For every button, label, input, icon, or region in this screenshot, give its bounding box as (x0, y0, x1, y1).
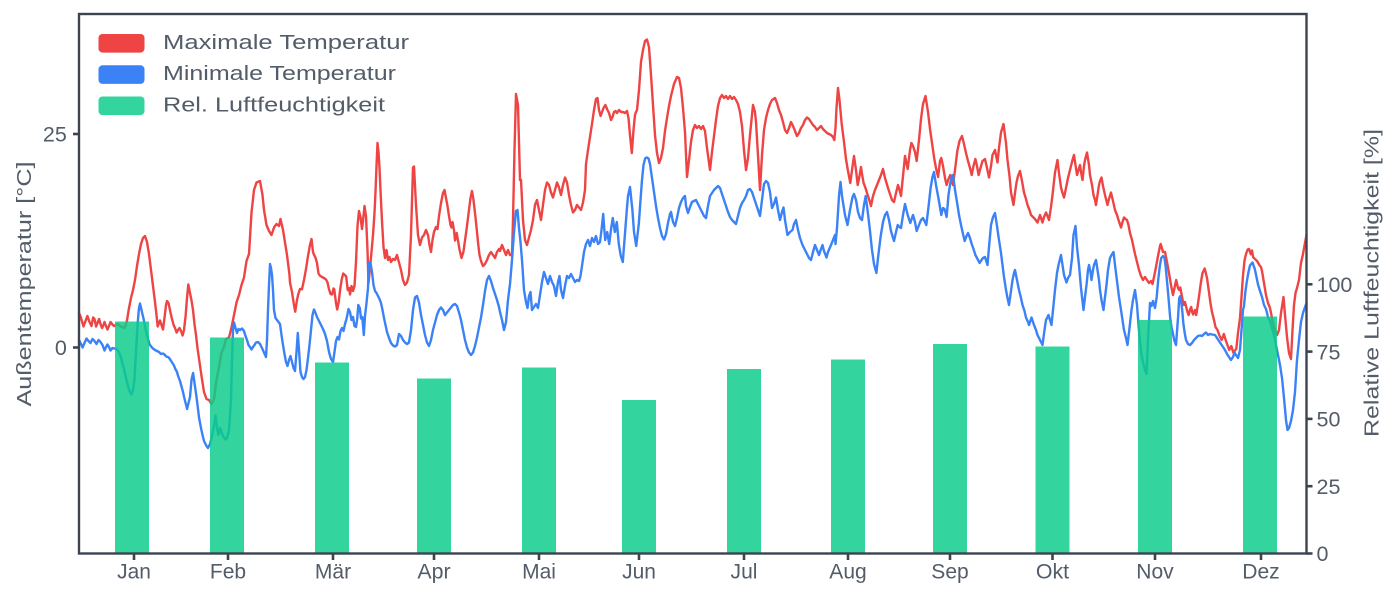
svg-text:Mai: Mai (522, 561, 556, 584)
svg-text:0: 0 (55, 336, 67, 360)
svg-text:75: 75 (1317, 340, 1341, 364)
svg-text:50: 50 (1317, 408, 1341, 432)
svg-text:Minimale Temperatur: Minimale Temperatur (163, 63, 396, 85)
svg-text:100: 100 (1317, 273, 1353, 297)
svg-text:25: 25 (1317, 475, 1341, 499)
svg-text:Maximale Temperatur: Maximale Temperatur (163, 32, 409, 54)
svg-text:Außentemperatur [°C]: Außentemperatur [°C] (14, 162, 36, 407)
svg-text:25: 25 (43, 123, 67, 147)
svg-text:Aug: Aug (829, 561, 866, 584)
svg-text:Dez: Dez (1242, 561, 1279, 584)
svg-text:Nov: Nov (1136, 561, 1174, 584)
svg-text:Sep: Sep (931, 561, 968, 584)
svg-text:Feb: Feb (210, 561, 246, 584)
svg-text:Relative Luftfeuchtigkeit [%]: Relative Luftfeuchtigkeit [%] (1362, 129, 1384, 437)
svg-text:Okt: Okt (1036, 561, 1069, 584)
svg-text:0: 0 (1317, 542, 1329, 566)
svg-text:Jun: Jun (622, 561, 656, 584)
svg-text:Jan: Jan (117, 561, 151, 584)
svg-text:Apr: Apr (417, 561, 450, 584)
svg-text:Rel. Luftfeuchtigkeit: Rel. Luftfeuchtigkeit (163, 94, 386, 116)
svg-text:Jul: Jul (731, 561, 758, 584)
svg-text:Mär: Mär (315, 561, 351, 584)
